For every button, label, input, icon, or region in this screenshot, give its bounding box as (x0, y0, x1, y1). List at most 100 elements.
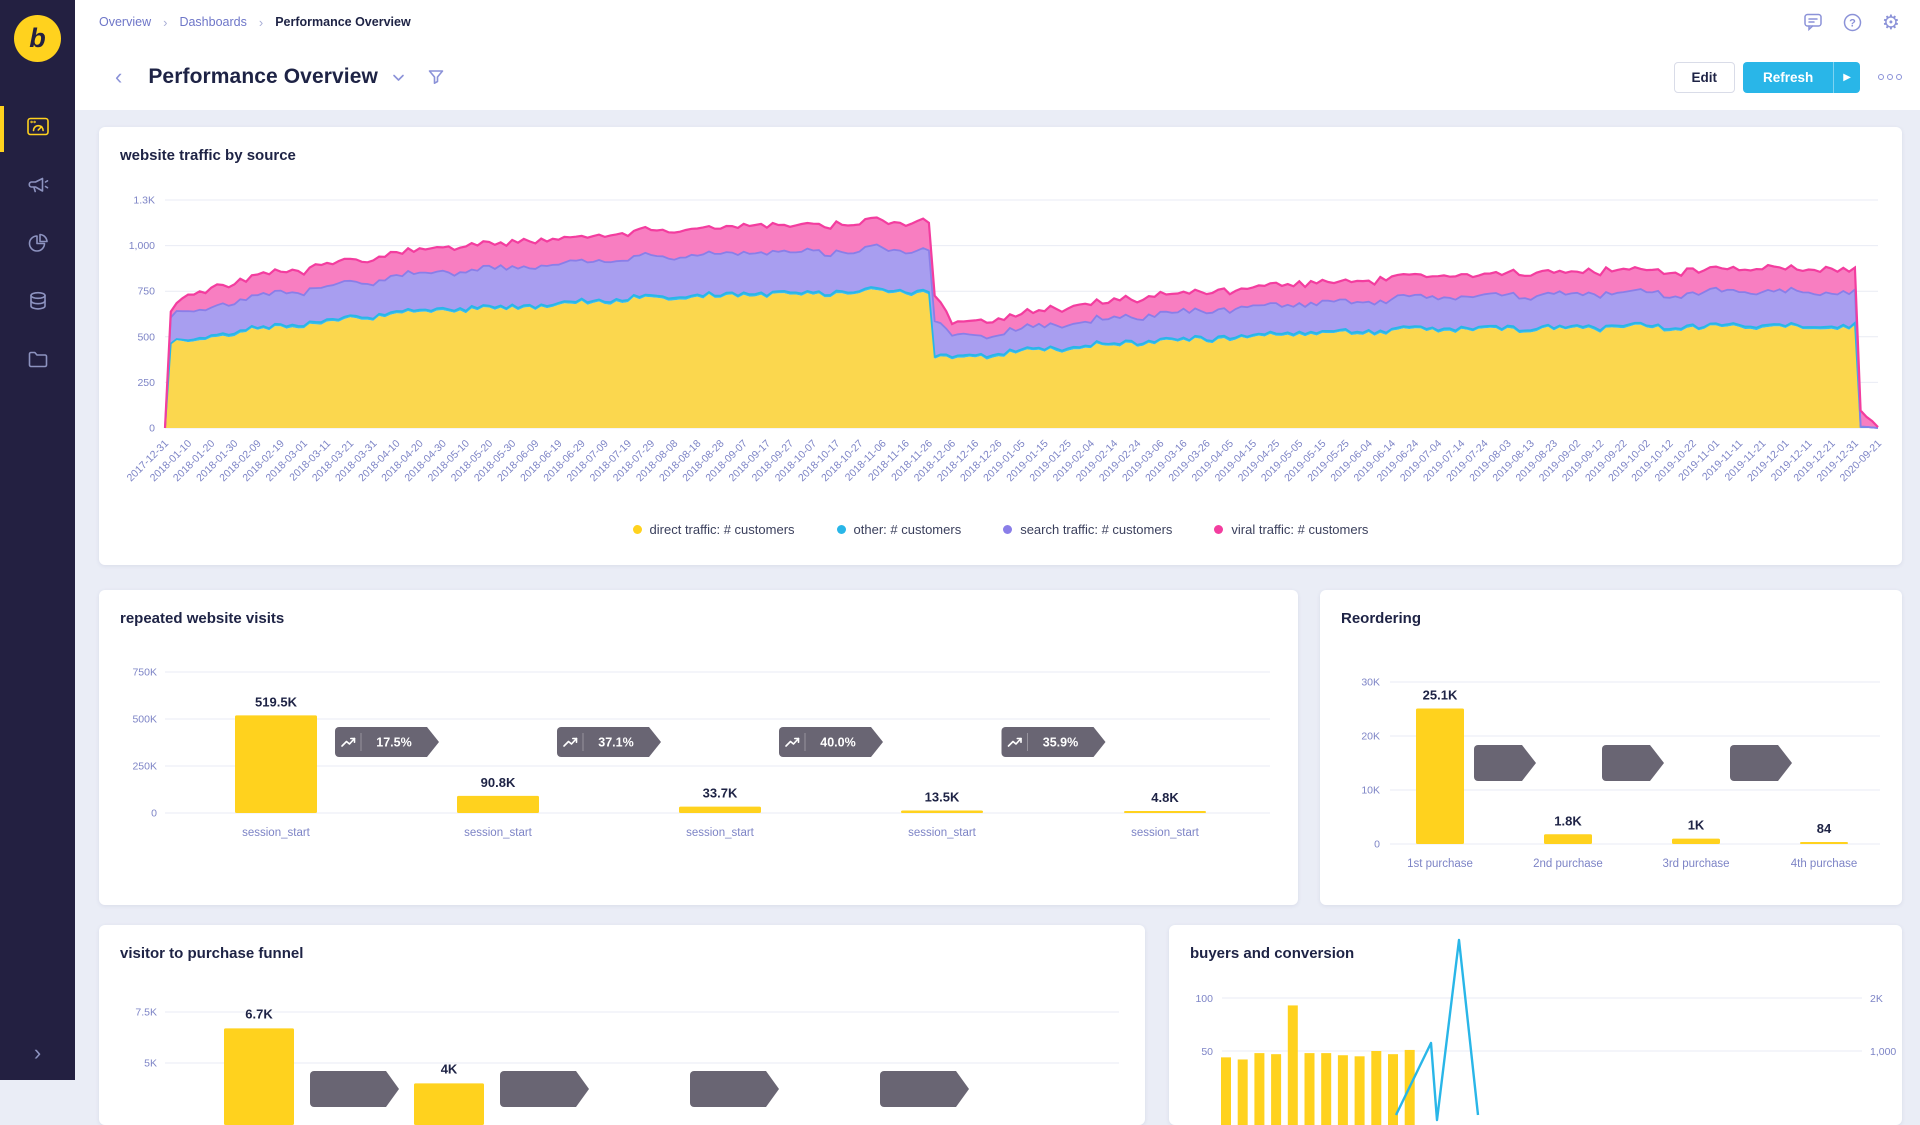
help-icon[interactable]: ? (1841, 11, 1863, 33)
legend-item[interactable]: viral traffic: # customers (1214, 522, 1368, 537)
buyers-conversion-chart[interactable]: 100 50 2K 1,000 (1169, 925, 1902, 1125)
page-title: Performance Overview (148, 65, 378, 88)
legend-item[interactable]: search traffic: # customers (1003, 522, 1172, 537)
database-icon (25, 288, 51, 319)
svg-text:17.5%: 17.5% (376, 736, 411, 750)
svg-text:500: 500 (137, 331, 155, 343)
breadcrumb-overview[interactable]: Overview (99, 15, 152, 29)
svg-text:35.9%: 35.9% (1043, 736, 1078, 750)
card-repeated-visits: repeated website visits 0 250K 500K 750K 519… (99, 590, 1298, 905)
svg-text:0: 0 (149, 423, 155, 435)
dashboard-icon (25, 114, 51, 145)
svg-text:2K: 2K (1870, 993, 1883, 1005)
svg-text:50: 50 (1201, 1046, 1213, 1058)
svg-text:5K: 5K (144, 1058, 157, 1070)
svg-text:100: 100 (1195, 993, 1213, 1005)
sidebar-item-campaigns[interactable] (0, 158, 75, 216)
svg-text:519.5K: 519.5K (255, 694, 298, 709)
chevron-separator-icon: › (258, 14, 264, 30)
sidebar-item-files[interactable] (0, 332, 75, 390)
svg-text:session_start: session_start (1131, 827, 1200, 839)
svg-text:1,000: 1,000 (1870, 1046, 1896, 1058)
card-title: visitor to purchase funnel (120, 945, 304, 962)
legend-item[interactable]: other: # customers (836, 522, 962, 537)
svg-text:2nd purchase: 2nd purchase (1533, 858, 1603, 870)
main-area: Overview › Dashboards › Performance Over… (75, 0, 1920, 110)
more-options-icon[interactable] (1878, 74, 1902, 80)
reordering-funnel-chart[interactable]: 0 10K 20K 30K 25.1K 1st purchase 1.8K 2nd purch… (1320, 590, 1902, 905)
breadcrumb-dashboards[interactable]: Dashboards (179, 15, 247, 29)
svg-text:3rd purchase: 3rd purchase (1662, 858, 1729, 870)
titlebar-actions: Edit Refresh ▶ (1673, 61, 1902, 93)
legend-dot (1214, 525, 1224, 534)
svg-text:84: 84 (1817, 821, 1832, 836)
svg-text:500K: 500K (132, 714, 157, 726)
card-title: repeated website visits (120, 610, 285, 627)
svg-text:90.8K: 90.8K (481, 775, 516, 790)
svg-text:?: ? (1849, 17, 1856, 29)
legend-label: search traffic: # customers (1020, 522, 1173, 537)
sidebar-item-reports[interactable] (0, 216, 75, 274)
visitor-funnel-chart[interactable]: 5K 7.5K 6.7K 4K (99, 925, 1145, 1125)
svg-text:10K: 10K (1361, 785, 1380, 797)
svg-text:session_start: session_start (908, 827, 977, 839)
edit-button[interactable]: Edit (1673, 61, 1736, 93)
filter-funnel-icon[interactable] (427, 68, 445, 86)
svg-text:0: 0 (1374, 839, 1380, 851)
card-title: Reordering (1341, 610, 1422, 627)
svg-text:30K: 30K (1361, 677, 1380, 689)
chevron-right-icon: › (33, 1040, 42, 1065)
legend-dot (1003, 525, 1013, 534)
svg-text:37.1%: 37.1% (598, 736, 633, 750)
svg-text:4K: 4K (441, 1061, 458, 1076)
chart-legend: direct traffic: # customers other: # cust… (99, 522, 1902, 537)
svg-text:1,000: 1,000 (129, 240, 155, 252)
svg-text:25.1K: 25.1K (1423, 687, 1458, 702)
legend-item[interactable]: direct traffic: # customers (632, 522, 795, 537)
titlebar: ‹ Performance Overview Edit Refresh ▶ (75, 44, 1920, 110)
sidebar: b (0, 0, 75, 1080)
topbar: Overview › Dashboards › Performance Over… (75, 0, 1920, 44)
svg-text:0: 0 (151, 808, 157, 820)
repeated-visits-funnel-chart[interactable]: 0 250K 500K 750K 519.5K session_start 90.8K ses… (99, 590, 1298, 905)
legend-dot (632, 525, 642, 534)
sidebar-item-data[interactable] (0, 274, 75, 332)
sidebar-item-dashboards[interactable] (0, 100, 75, 158)
svg-text:20K: 20K (1361, 731, 1380, 743)
svg-text:4.8K: 4.8K (1151, 790, 1179, 805)
refresh-button[interactable]: Refresh ▶ (1743, 61, 1860, 93)
svg-text:250K: 250K (132, 761, 157, 773)
svg-text:session_start: session_start (686, 827, 755, 839)
svg-text:6.7K: 6.7K (245, 1006, 273, 1021)
refresh-label: Refresh (1763, 69, 1814, 85)
chevron-down-icon[interactable] (392, 73, 405, 82)
svg-text:250: 250 (137, 377, 155, 389)
breadcrumb-current: Performance Overview (275, 15, 411, 29)
svg-text:13.5K: 13.5K (925, 789, 960, 804)
svg-text:session_start: session_start (242, 827, 311, 839)
svg-text:4th purchase: 4th purchase (1791, 858, 1858, 870)
sidebar-expand-button[interactable]: › (0, 1036, 75, 1070)
legend-label: viral traffic: # customers (1231, 522, 1369, 537)
card-title: website traffic by source (120, 147, 296, 164)
back-chevron-icon[interactable]: ‹ (115, 64, 123, 89)
card-website-traffic: website traffic by source 0 250 500 750 1,00… (99, 127, 1902, 565)
svg-text:33.7K: 33.7K (703, 786, 738, 801)
legend-label: other: # customers (853, 522, 962, 537)
card-visitor-funnel: visitor to purchase funnel 5K 7.5K 6.7K 4K (99, 925, 1145, 1125)
comment-icon[interactable] (1802, 11, 1824, 33)
card-reordering: Reordering 0 10K 20K 30K 25.1K 1st purchase 1.… (1320, 590, 1902, 905)
svg-text:750K: 750K (132, 667, 157, 679)
card-buyers-conversion: buyers and conversion 100 50 2K 1,000 (1169, 925, 1902, 1125)
svg-text:750: 750 (137, 286, 155, 298)
sidebar-nav (0, 100, 75, 390)
card-title: buyers and conversion (1190, 945, 1355, 962)
settings-icon[interactable]: ⚙ (1882, 10, 1900, 34)
refresh-dropdown-arrow-icon[interactable]: ▶ (1833, 61, 1860, 93)
website-traffic-area-chart[interactable]: 02505007501,0001.3K2017-12-312018-01-102… (99, 127, 1902, 565)
app-logo[interactable]: b (14, 15, 61, 62)
folder-icon (25, 346, 51, 377)
megaphone-icon (25, 172, 51, 203)
svg-text:1.8K: 1.8K (1554, 813, 1582, 828)
svg-text:1st purchase: 1st purchase (1407, 858, 1473, 870)
